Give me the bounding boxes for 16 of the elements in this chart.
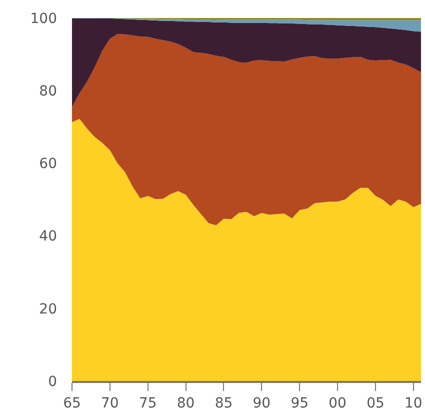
x-tick-label: 95: [290, 396, 309, 412]
x-tick-label: 80: [176, 396, 195, 412]
y-tick-label: 0: [48, 374, 57, 390]
x-tick-label: 90: [252, 396, 271, 412]
x-tick-label: 00: [328, 396, 346, 412]
x-tick-label: 85: [214, 396, 233, 412]
y-tick-label: 80: [39, 84, 57, 100]
x-tick-label: 10: [404, 396, 422, 412]
x-tick-label: 05: [366, 396, 384, 412]
y-tick-label: 20: [39, 301, 57, 318]
x-tick-label: 70: [101, 396, 119, 412]
y-tick-label: 100: [30, 10, 57, 27]
x-tick-label: 65: [63, 396, 81, 412]
x-tick-label: 75: [138, 396, 157, 412]
y-tick-label: 60: [39, 156, 57, 172]
y-tick-label: 40: [39, 228, 57, 245]
